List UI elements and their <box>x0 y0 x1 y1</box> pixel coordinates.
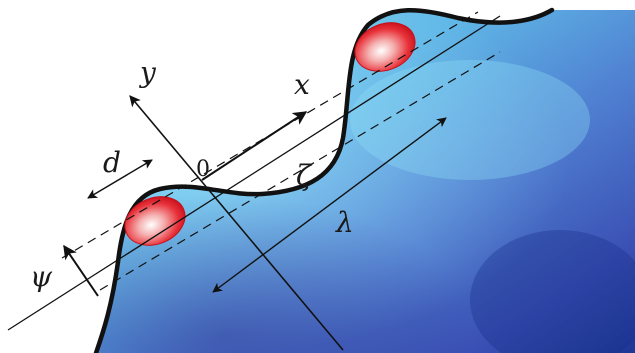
psi-arrow <box>63 244 99 297</box>
lambda-wavelength-arrow <box>212 117 447 293</box>
x-axis-arrow <box>201 111 308 181</box>
psi-label: ψ <box>30 260 53 293</box>
origin-label: 0 <box>196 157 210 182</box>
x-axis-label: x <box>294 68 310 101</box>
y-axis-label: y <box>138 56 157 89</box>
d-label: d <box>103 146 121 179</box>
red-cell-right <box>354 22 416 72</box>
d-dimension-arrow <box>87 159 153 199</box>
red-cell-left <box>124 196 186 246</box>
zeta-label: ζ <box>296 159 313 192</box>
lambda-label: λ <box>335 206 354 239</box>
